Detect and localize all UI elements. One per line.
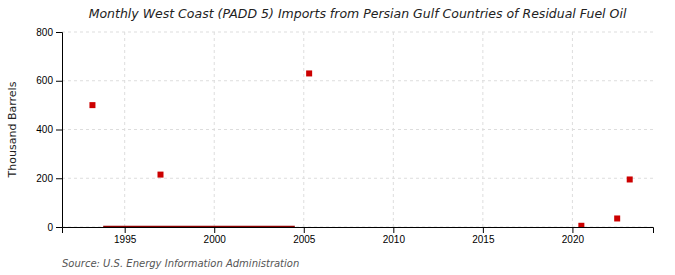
x-tick-label: 2005 [293, 234, 316, 245]
y-tick: 0 [47, 222, 62, 233]
y-tick: 600 [36, 75, 62, 86]
point [578, 223, 584, 227]
point [614, 215, 620, 221]
x-tick-mark [483, 227, 484, 233]
x-tick-label: 2020 [562, 234, 585, 245]
x-axis: 1995 2000 2005 2010 2015 2020 [63, 227, 654, 245]
y-tick-mark [56, 178, 62, 179]
x-tick-mark [393, 227, 394, 233]
line [103, 226, 295, 227]
y-tick-mark [56, 130, 62, 131]
x-tick-mark [214, 227, 215, 233]
point [158, 172, 164, 178]
x-tick-mark [304, 227, 305, 233]
grid [62, 32, 653, 227]
y-tick: 800 [36, 27, 62, 38]
x-tick-label: 2000 [204, 234, 227, 245]
chart: 1995 2000 2005 2010 2015 2020 0 200 400 600 800 Mon… [0, 0, 675, 275]
point [306, 70, 312, 76]
y-tick-label: 200 [36, 173, 53, 184]
x-tick-label: 2015 [472, 234, 495, 245]
x-tick: 1995 [114, 227, 137, 245]
grid-line [62, 129, 653, 130]
marks [89, 70, 632, 227]
x-tick-label: 1995 [114, 234, 137, 245]
y-tick-label: 600 [36, 75, 53, 86]
x-tick: 2005 [293, 227, 316, 245]
y-axis: 0 200 400 600 800 [36, 27, 62, 233]
grid-line [62, 178, 653, 179]
annotation: Source: U.S. Energy Information Administ… [62, 258, 299, 269]
y-tick-mark [56, 227, 62, 228]
grid-line [62, 32, 653, 33]
y-tick: 200 [36, 173, 62, 184]
point [627, 176, 633, 182]
title: Monthly West Coast (PADD 5) Imports from… [89, 6, 627, 21]
y-axis-line [56, 33, 63, 228]
x-tick: 2015 [472, 227, 495, 245]
y-tick: 400 [36, 124, 62, 135]
x-tick: 2010 [383, 227, 406, 245]
x-tick-label: 2010 [383, 234, 406, 245]
y-axis-title: Thousand Barrels [6, 81, 19, 178]
y-tick-label: 0 [47, 222, 53, 233]
x-tick: 2020 [562, 227, 585, 245]
x-tick-mark [572, 227, 573, 233]
x-axis-line [63, 228, 654, 234]
x-tick: 2000 [204, 227, 227, 245]
point [89, 102, 95, 108]
y-tick-label: 400 [36, 124, 53, 135]
y-tick-label: 800 [36, 27, 53, 38]
y-tick-mark [56, 32, 62, 33]
plot: 1995 2000 2005 2010 2015 2020 0 200 400 600 800 [36, 27, 653, 245]
y-tick-mark [56, 81, 62, 82]
grid-line [62, 80, 653, 81]
x-tick-mark [125, 227, 126, 233]
